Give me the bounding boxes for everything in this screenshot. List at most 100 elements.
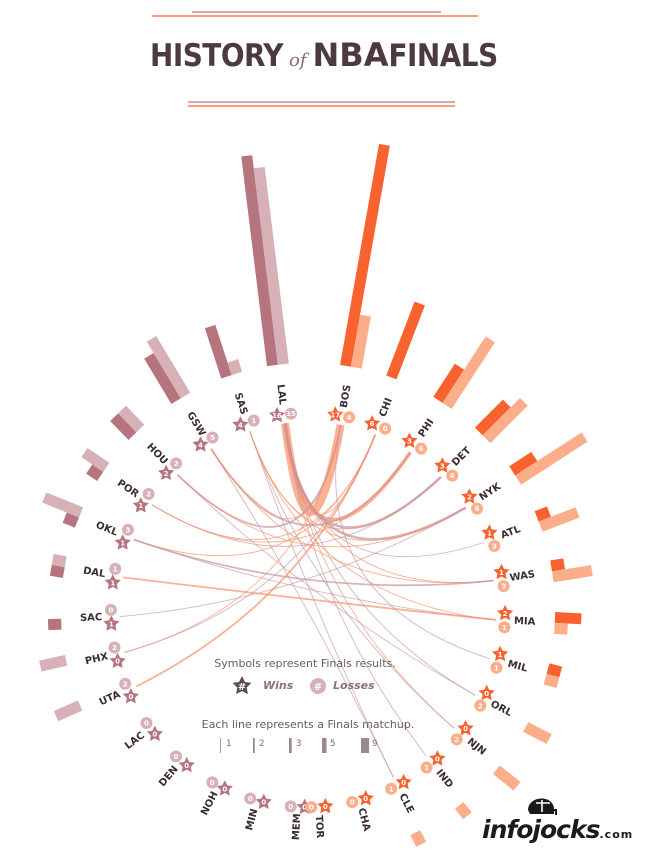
losses-count-sas: 1 xyxy=(251,417,256,425)
wins-count-por: 1 xyxy=(138,502,143,510)
loss-bar-uta xyxy=(53,700,83,722)
wins-count-mil: 1 xyxy=(498,651,503,659)
matchup-line-phx-bos xyxy=(124,424,342,653)
brand-suffix: .com xyxy=(599,828,634,841)
win-bar-dal xyxy=(49,564,65,578)
wins-count-cle: 0 xyxy=(401,779,406,787)
legend-symbols-text: Symbols represent Finals results. xyxy=(214,657,396,670)
wins-count-bos: 17 xyxy=(330,411,340,419)
loss-bar-orl xyxy=(523,722,552,744)
losses-count-cha: 0 xyxy=(350,799,355,807)
wins-count-den: 0 xyxy=(184,762,189,770)
team-label-phi: PHI xyxy=(417,417,437,439)
losses-circle-phx xyxy=(108,641,121,654)
wins-star-den xyxy=(178,756,195,773)
win-bar-okl xyxy=(62,512,79,528)
wins-star-cle xyxy=(395,773,412,790)
losses-count-mem: 0 xyxy=(288,803,293,811)
team-label-noh: NOH xyxy=(199,790,220,817)
team-label-bos: BOS xyxy=(339,384,354,409)
title-nba: NBA xyxy=(312,36,389,74)
wins-star-min xyxy=(255,793,272,809)
wins-star-noh xyxy=(216,780,233,796)
losses-count-chi: 0 xyxy=(383,425,388,433)
losses-circle-sac xyxy=(104,603,117,616)
losses-count-cle: 1 xyxy=(389,785,394,793)
loss-bar-sas xyxy=(227,359,243,376)
losses-circle-dal xyxy=(109,562,122,575)
wins-count-orl: 0 xyxy=(484,690,489,698)
losses-count-hou: 2 xyxy=(174,460,179,468)
matchup-line-lal-ind xyxy=(284,423,427,757)
matchup-line-lal-orl xyxy=(284,423,476,696)
legend-width-2: 2 xyxy=(259,739,265,749)
loss-bar-njn xyxy=(493,765,521,791)
legend-width-9: 9 xyxy=(372,739,378,749)
loss-bar-ind xyxy=(454,801,472,820)
win-bar-por xyxy=(86,464,104,481)
losses-count-mia: 1 xyxy=(502,624,507,632)
win-bar-gsw xyxy=(144,353,181,404)
team-label-por: POR xyxy=(115,478,141,500)
win-bar-njn xyxy=(500,757,507,766)
losses-count-min: 0 xyxy=(248,795,253,803)
wins-star-uta xyxy=(122,688,139,704)
team-label-lal: LAL xyxy=(274,384,287,406)
team-label-was: WAS xyxy=(509,569,536,584)
loss-bar-dal xyxy=(51,553,67,568)
wins-star-lal xyxy=(268,406,286,423)
team-label-sac: SAC xyxy=(80,612,103,624)
team-label-uta: UTA xyxy=(98,689,123,708)
wins-star-nyk xyxy=(461,488,478,504)
legend-width-5: 5 xyxy=(330,739,336,749)
losses-count-noh: 0 xyxy=(210,779,215,787)
loss-bar-hou xyxy=(118,405,145,433)
legend-graphics: # # xyxy=(220,676,370,753)
wins-star-por xyxy=(132,497,149,513)
wins-count-sas: 4 xyxy=(238,421,243,429)
wins-count-atl: 1 xyxy=(487,529,492,537)
losses-circle-okl xyxy=(121,523,134,536)
win-bar-chi xyxy=(386,301,425,380)
team-label-mem: MEM xyxy=(291,813,303,840)
loss-bar-was xyxy=(551,565,593,583)
losses-count-phi: 6 xyxy=(419,445,424,453)
legend-width-3: 3 xyxy=(296,739,302,749)
losses-count-bos: 4 xyxy=(347,414,352,422)
wins-count-lac: 0 xyxy=(152,731,157,739)
matchup-line-sac-nyk xyxy=(120,507,466,618)
helmet-icon xyxy=(528,798,557,815)
wins-star-okl xyxy=(114,534,131,550)
matchup-line-okl-chi xyxy=(133,434,376,557)
wins-count-phx: 0 xyxy=(115,658,120,666)
wins-count-noh: 0 xyxy=(222,785,227,793)
win-bar-mia xyxy=(554,611,582,625)
losses-circle-chi xyxy=(379,422,392,435)
matchup-line-okl-was xyxy=(133,538,494,587)
wins-star-chi xyxy=(363,415,381,431)
team-label-cha: CHA xyxy=(355,807,372,833)
loss-bar-mia xyxy=(554,622,568,635)
wins-count-cha: 0 xyxy=(363,795,368,803)
matchup-line-lal-atl xyxy=(284,423,484,558)
win-bar-det xyxy=(474,399,511,436)
team-label-den: DEN xyxy=(157,764,181,789)
losses-circle-mem xyxy=(284,800,297,813)
win-bar-phi xyxy=(433,363,465,403)
brand-name: infojocks xyxy=(482,815,600,844)
win-bar-phx xyxy=(67,666,69,677)
losses-count-okl: 3 xyxy=(126,526,131,534)
loss-bar-okl xyxy=(42,492,84,518)
wins-star-dal xyxy=(104,574,121,590)
wins-star-phx xyxy=(109,652,126,669)
win-bar-sas xyxy=(204,324,232,379)
loss-bar-por xyxy=(81,447,110,472)
win-bar-mil xyxy=(546,663,563,678)
team-label-orl: ORL xyxy=(489,699,515,719)
wins-count-nyk: 2 xyxy=(467,493,472,501)
win-bar-lal xyxy=(241,155,278,367)
matchup-line-sas-mia xyxy=(249,431,496,621)
losses-count-phx: 2 xyxy=(112,644,117,652)
team-label-dal: DAL xyxy=(82,565,107,580)
